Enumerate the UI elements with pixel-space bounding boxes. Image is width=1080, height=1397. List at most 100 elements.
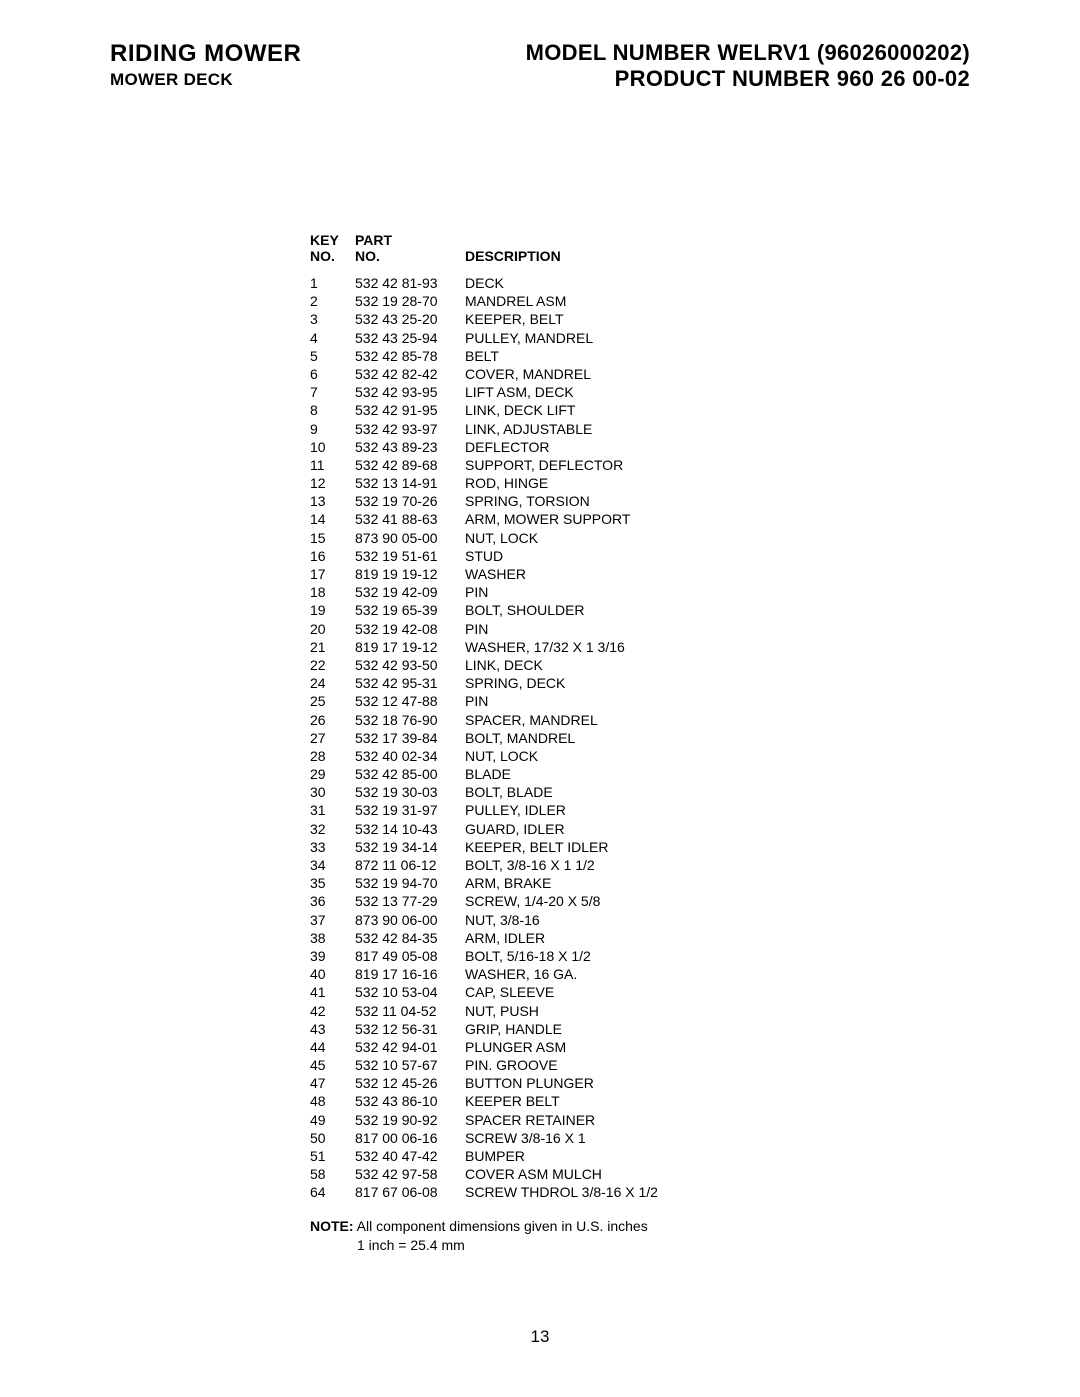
parts-table: KEY NO. PART NO. DESCRIPTION 1532 42 81-…	[310, 232, 970, 1256]
cell-part: 532 12 56-31	[355, 1020, 465, 1038]
cell-key: 33	[310, 838, 355, 856]
cell-part: 532 19 31-97	[355, 801, 465, 819]
table-row: 34872 11 06-12BOLT, 3/8-16 X 1 1/2	[310, 856, 970, 874]
table-row: 29532 42 85-00BLADE	[310, 765, 970, 783]
cell-key: 45	[310, 1056, 355, 1074]
table-row: 11532 42 89-68SUPPORT, DEFLECTOR	[310, 456, 970, 474]
cell-key: 48	[310, 1092, 355, 1110]
cell-desc: MANDREL ASM	[465, 292, 970, 310]
table-row: 44532 42 94-01PLUNGER ASM	[310, 1038, 970, 1056]
cell-desc: WASHER, 16 GA.	[465, 965, 970, 983]
cell-key: 10	[310, 438, 355, 456]
cell-desc: LINK, DECK LIFT	[465, 401, 970, 419]
cell-key: 9	[310, 420, 355, 438]
cell-part: 817 00 06-16	[355, 1129, 465, 1147]
cell-part: 532 19 70-26	[355, 492, 465, 510]
cell-key: 14	[310, 510, 355, 528]
cell-key: 58	[310, 1165, 355, 1183]
table-row: 20532 19 42-08PIN	[310, 620, 970, 638]
cell-part: 532 12 47-88	[355, 692, 465, 710]
cell-desc: DEFLECTOR	[465, 438, 970, 456]
cell-key: 34	[310, 856, 355, 874]
cell-desc: KEEPER, BELT IDLER	[465, 838, 970, 856]
cell-desc: GRIP, HANDLE	[465, 1020, 970, 1038]
cell-key: 28	[310, 747, 355, 765]
cell-key: 4	[310, 329, 355, 347]
cell-key: 43	[310, 1020, 355, 1038]
cell-part: 817 67 06-08	[355, 1183, 465, 1201]
table-row: 26532 18 76-90SPACER, MANDREL	[310, 711, 970, 729]
cell-part: 532 43 25-94	[355, 329, 465, 347]
parts-rows: 1532 42 81-93DECK2532 19 28-70MANDREL AS…	[310, 274, 970, 1202]
table-row: 47532 12 45-26BUTTON PLUNGER	[310, 1074, 970, 1092]
cell-part: 532 42 85-78	[355, 347, 465, 365]
cell-desc: NUT, LOCK	[465, 747, 970, 765]
table-row: 40819 17 16-16WASHER, 16 GA.	[310, 965, 970, 983]
cell-desc: LINK, ADJUSTABLE	[465, 420, 970, 438]
cell-part: 532 19 94-70	[355, 874, 465, 892]
cell-key: 39	[310, 947, 355, 965]
header-right: MODEL NUMBER WELRV1 (96026000202) PRODUC…	[526, 40, 970, 92]
table-row: 24532 42 95-31SPRING, DECK	[310, 674, 970, 692]
cell-desc: PULLEY, MANDREL	[465, 329, 970, 347]
cell-key: 24	[310, 674, 355, 692]
cell-part: 532 42 95-31	[355, 674, 465, 692]
cell-part: 817 49 05-08	[355, 947, 465, 965]
table-row: 32532 14 10-43GUARD, IDLER	[310, 820, 970, 838]
cell-part: 532 42 93-95	[355, 383, 465, 401]
cell-desc: PIN. GROOVE	[465, 1056, 970, 1074]
table-row: 25532 12 47-88PIN	[310, 692, 970, 710]
cell-key: 18	[310, 583, 355, 601]
table-row: 18532 19 42-09PIN	[310, 583, 970, 601]
cell-key: 37	[310, 911, 355, 929]
cell-part: 532 42 82-42	[355, 365, 465, 383]
page-header: RIDING MOWER MOWER DECK MODEL NUMBER WEL…	[110, 40, 970, 92]
cell-desc: SUPPORT, DEFLECTOR	[465, 456, 970, 474]
table-row: 38532 42 84-35ARM, IDLER	[310, 929, 970, 947]
cell-desc: WASHER	[465, 565, 970, 583]
cell-desc: NUT, PUSH	[465, 1002, 970, 1020]
table-row: 19532 19 65-39BOLT, SHOULDER	[310, 601, 970, 619]
cell-key: 17	[310, 565, 355, 583]
table-row: 37873 90 06-00NUT, 3/8-16	[310, 911, 970, 929]
table-row: 48532 43 86-10KEEPER BELT	[310, 1092, 970, 1110]
cell-part: 532 18 76-90	[355, 711, 465, 729]
cell-key: 51	[310, 1147, 355, 1165]
note-line2: 1 inch = 25.4 mm	[357, 1236, 970, 1256]
cell-key: 1	[310, 274, 355, 292]
cell-key: 42	[310, 1002, 355, 1020]
cell-desc: ARM, BRAKE	[465, 874, 970, 892]
note-line1: NOTE: All component dimensions given in …	[310, 1217, 970, 1237]
cell-part: 532 43 86-10	[355, 1092, 465, 1110]
cell-key: 13	[310, 492, 355, 510]
cell-desc: BUMPER	[465, 1147, 970, 1165]
table-row: 13532 19 70-26SPRING, TORSION	[310, 492, 970, 510]
cell-desc: BOLT, 5/16-18 X 1/2	[465, 947, 970, 965]
cell-part: 532 40 02-34	[355, 747, 465, 765]
cell-key: 49	[310, 1111, 355, 1129]
cell-part: 532 42 94-01	[355, 1038, 465, 1056]
header-key: KEY NO.	[310, 232, 355, 264]
cell-key: 32	[310, 820, 355, 838]
cell-key: 8	[310, 401, 355, 419]
cell-part: 532 19 34-14	[355, 838, 465, 856]
cell-desc: PULLEY, IDLER	[465, 801, 970, 819]
table-row: 6532 42 82-42COVER, MANDREL	[310, 365, 970, 383]
header-key-line2: NO.	[310, 248, 355, 264]
cell-part: 532 19 30-03	[355, 783, 465, 801]
cell-part: 532 42 89-68	[355, 456, 465, 474]
cell-part: 873 90 06-00	[355, 911, 465, 929]
cell-part: 532 40 47-42	[355, 1147, 465, 1165]
cell-part: 532 17 39-84	[355, 729, 465, 747]
cell-desc: LIFT ASM, DECK	[465, 383, 970, 401]
cell-key: 12	[310, 474, 355, 492]
cell-desc: ROD, HINGE	[465, 474, 970, 492]
cell-key: 3	[310, 310, 355, 328]
note-text1: All component dimensions given in U.S. i…	[354, 1218, 648, 1234]
header-part-line1: PART	[355, 232, 465, 248]
cell-desc: ARM, IDLER	[465, 929, 970, 947]
cell-key: 22	[310, 656, 355, 674]
table-row: 49532 19 90-92SPACER RETAINER	[310, 1111, 970, 1129]
cell-key: 31	[310, 801, 355, 819]
cell-desc: BUTTON PLUNGER	[465, 1074, 970, 1092]
